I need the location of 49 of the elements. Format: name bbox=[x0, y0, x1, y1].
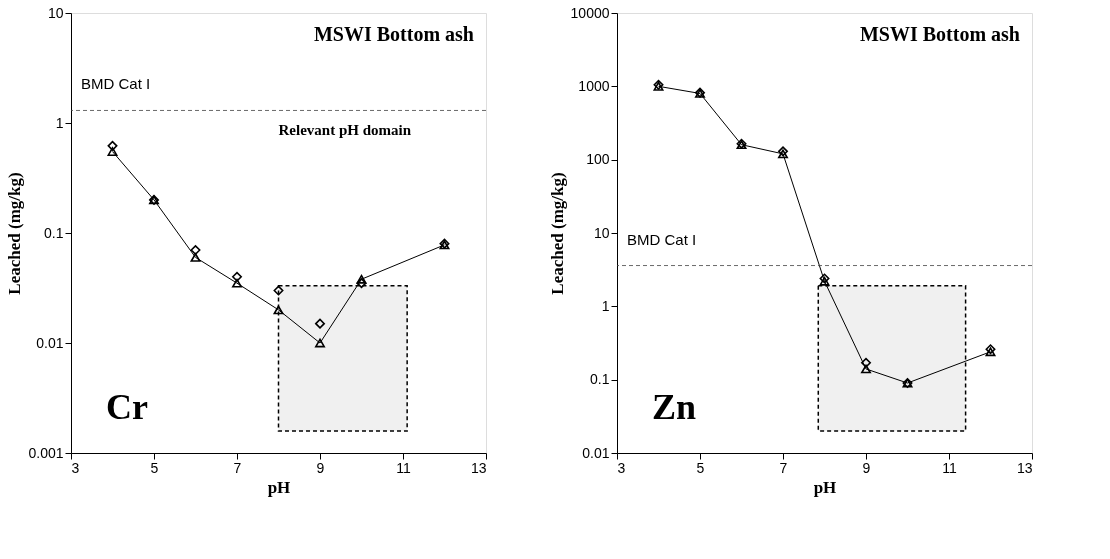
ref-line-label: BMD Cat I bbox=[627, 230, 697, 248]
y-tick-label: 0.001 bbox=[28, 444, 64, 461]
point bbox=[315, 318, 325, 329]
y-axis-title: Leached (mg/kg) bbox=[547, 172, 567, 295]
point bbox=[232, 271, 242, 282]
x-tick-label: 11 bbox=[396, 459, 411, 476]
y-tick-label: 0.01 bbox=[36, 334, 64, 351]
y-tick-label: 0.01 bbox=[582, 444, 610, 461]
y-tick-label: 0.1 bbox=[44, 224, 64, 241]
x-tick-label: 13 bbox=[470, 459, 487, 476]
y-tick-label: 10 bbox=[593, 224, 610, 241]
annotation: MSWI Bottom ash bbox=[859, 23, 1020, 45]
point bbox=[861, 357, 871, 368]
point bbox=[273, 285, 284, 296]
y-tick-label: 10000 bbox=[570, 4, 610, 21]
point bbox=[232, 278, 242, 288]
x-tick-label: 5 bbox=[150, 459, 159, 476]
x-tick-label: 9 bbox=[862, 459, 871, 476]
point bbox=[107, 140, 118, 151]
ref-line-label: BMD Cat I bbox=[81, 75, 151, 93]
x-tick-label: 13 bbox=[1016, 459, 1033, 476]
point bbox=[356, 278, 367, 289]
x-tick-label: 3 bbox=[617, 459, 626, 476]
annotation: Cr bbox=[106, 387, 148, 427]
y-tick-label: 0.1 bbox=[590, 371, 610, 388]
x-tick-label: 7 bbox=[779, 459, 788, 476]
band-label: Relevant pH domain bbox=[278, 122, 412, 138]
point bbox=[107, 147, 118, 156]
point bbox=[190, 252, 201, 262]
point bbox=[356, 274, 367, 284]
y-tick-label: 1 bbox=[601, 297, 610, 314]
x-tick-label: 5 bbox=[696, 459, 705, 476]
point bbox=[190, 245, 201, 256]
annotation: Zn bbox=[652, 387, 697, 427]
x-tick-label: 9 bbox=[316, 459, 325, 476]
y-axis-title: Leached (mg/kg) bbox=[5, 172, 25, 295]
x-tick-label: 7 bbox=[233, 459, 242, 476]
x-tick-label: 3 bbox=[71, 459, 80, 476]
x-axis-title: pH bbox=[267, 477, 291, 497]
y-tick-label: 100 bbox=[586, 151, 610, 168]
annotation: MSWI Bottom ash bbox=[313, 23, 474, 45]
point bbox=[315, 338, 325, 348]
y-tick-label: 1 bbox=[55, 114, 64, 131]
point bbox=[861, 364, 871, 374]
x-axis-title: pH bbox=[813, 477, 837, 497]
y-tick-label: 10 bbox=[47, 4, 64, 21]
x-tick-label: 11 bbox=[942, 459, 957, 476]
y-tick-label: 1000 bbox=[578, 77, 610, 94]
point bbox=[273, 305, 284, 315]
